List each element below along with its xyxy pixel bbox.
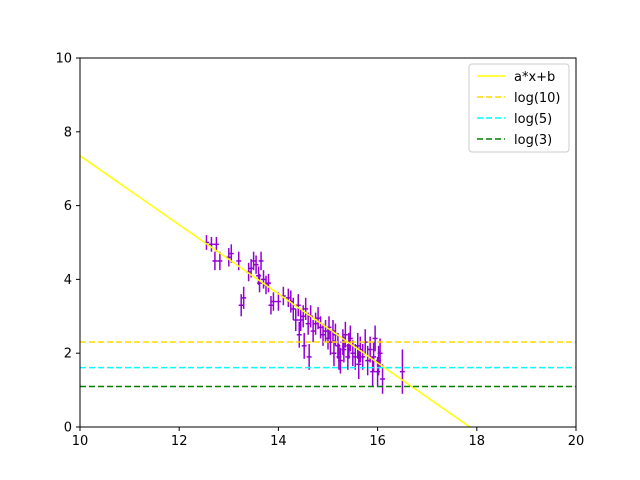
x-tick-label: 18 bbox=[469, 434, 486, 449]
x-tick-label: 20 bbox=[568, 434, 585, 449]
y-tick-label: 10 bbox=[55, 52, 72, 67]
y-tick-label: 4 bbox=[64, 273, 72, 288]
plot-area bbox=[80, 155, 576, 427]
legend-label: log(5) bbox=[514, 112, 552, 127]
x-tick-label: 14 bbox=[270, 434, 287, 449]
legend-box bbox=[468, 63, 570, 153]
legend-label: log(3) bbox=[514, 133, 552, 148]
legend-label: log(10) bbox=[514, 91, 561, 106]
x-tick-label: 12 bbox=[171, 434, 188, 449]
axes-ticks: 10 12 14 16 18 20 0 2 4 6 8 10 bbox=[55, 52, 584, 450]
y-tick-label: 8 bbox=[64, 125, 72, 140]
legend: a*x+b log(10) log(5) log(3) bbox=[468, 63, 570, 153]
series-line-a-x-b bbox=[80, 155, 471, 427]
plot-frame bbox=[79, 57, 577, 428]
y-tick-label: 2 bbox=[64, 347, 72, 362]
x-tick-label: 16 bbox=[369, 434, 386, 449]
series-group bbox=[80, 155, 576, 427]
y-tick-label: 0 bbox=[64, 421, 72, 436]
legend-label: a*x+b bbox=[514, 70, 555, 85]
y-tick-label: 6 bbox=[64, 199, 72, 214]
x-tick-label: 10 bbox=[72, 434, 89, 449]
